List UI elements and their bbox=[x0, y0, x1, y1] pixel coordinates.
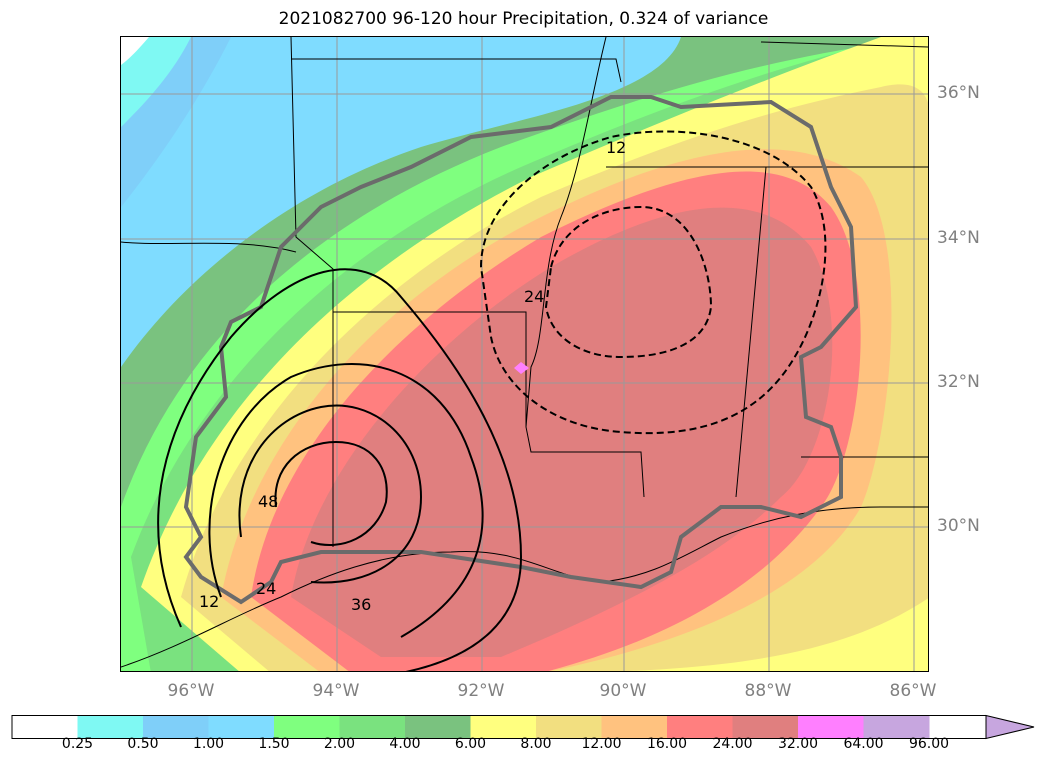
colorbar-tick-label: 1.00 bbox=[192, 736, 225, 752]
colorbar-segment bbox=[143, 715, 209, 739]
colorbar-segment bbox=[732, 715, 799, 739]
lon-label-90w: 90°W bbox=[599, 681, 647, 701]
lat-label-30n: 30°N bbox=[937, 516, 980, 536]
colorbar-segment bbox=[470, 715, 537, 739]
contour-label: 48 bbox=[258, 492, 278, 511]
grey-contour bbox=[183, 95, 859, 605]
colorbar-segment bbox=[339, 715, 406, 739]
lon-label-92w: 92°W bbox=[457, 681, 505, 701]
colorbar-tick-label: 96.00 bbox=[908, 736, 950, 752]
map-title: 2021082700 96-120 hour Precipitation, 0.… bbox=[278, 9, 769, 29]
colorbar-tick-label: 6.00 bbox=[454, 736, 487, 752]
lat-label-32n: 32°N bbox=[937, 372, 980, 392]
colorbar-tick-label: 0.25 bbox=[61, 736, 94, 752]
colorbar-tick-label: 0.50 bbox=[127, 736, 159, 752]
colorbar-segment bbox=[77, 715, 144, 739]
colorbar-tick-label: 2.00 bbox=[323, 736, 356, 752]
contour-label: 12 bbox=[199, 592, 219, 611]
colorbar-segments bbox=[12, 715, 930, 739]
contour-label: 24 bbox=[256, 579, 276, 598]
colorbar-segment bbox=[798, 715, 864, 739]
precipitation-map[interactable]: 12 24 48 36 24 12 bbox=[120, 36, 929, 672]
colorbar-tick-label: 32.00 bbox=[777, 736, 819, 752]
colorbar bbox=[11, 714, 1035, 740]
contour-label: 36 bbox=[351, 595, 371, 614]
fill-under-0p25 bbox=[121, 37, 149, 65]
solid-contours bbox=[157, 268, 523, 671]
colorbar-segment bbox=[536, 715, 602, 739]
lon-label-94w: 94°W bbox=[312, 681, 360, 701]
colorbar-outline bbox=[11, 715, 987, 739]
contour-label: 24 bbox=[524, 287, 544, 306]
colorbar-extend-arrow bbox=[985, 714, 1035, 740]
fill-1-1p5 bbox=[121, 37, 681, 367]
contour-label: 12 bbox=[606, 138, 626, 157]
colorbar-tick-label: 12.00 bbox=[581, 736, 622, 752]
colorbar-segment bbox=[601, 715, 668, 739]
borders bbox=[121, 37, 928, 668]
colorbar-segment bbox=[208, 715, 275, 739]
lon-label-96w: 96°W bbox=[167, 681, 215, 701]
colorbar-tick-label: 16.00 bbox=[646, 736, 688, 752]
location-marker[interactable] bbox=[514, 362, 529, 374]
colorbar-segment bbox=[405, 715, 471, 739]
colorbar-segment bbox=[274, 715, 340, 739]
dashed-contours bbox=[479, 130, 827, 435]
lat-label-34n: 34°N bbox=[937, 228, 980, 248]
colorbar-tick-label: 64.00 bbox=[843, 736, 884, 752]
lat-label-36n: 36°N bbox=[937, 83, 980, 103]
colorbar-tick-label: 24.00 bbox=[712, 736, 753, 752]
fill-0p25-0p5 bbox=[121, 37, 191, 127]
lon-label-88w: 88°W bbox=[744, 681, 792, 701]
map-canvas: 12 24 48 36 24 12 bbox=[121, 37, 928, 671]
colorbar-segment bbox=[863, 715, 930, 739]
colorbar-tick-label: 8.00 bbox=[520, 736, 552, 752]
lon-label-86w: 86°W bbox=[889, 681, 937, 701]
fill-24-32 bbox=[291, 207, 833, 657]
colorbar-segment bbox=[667, 715, 733, 739]
colorbar-segment bbox=[12, 715, 78, 739]
colorbar-tick-label: 4.00 bbox=[389, 736, 421, 752]
colorbar-tick-label: 1.50 bbox=[258, 736, 290, 752]
